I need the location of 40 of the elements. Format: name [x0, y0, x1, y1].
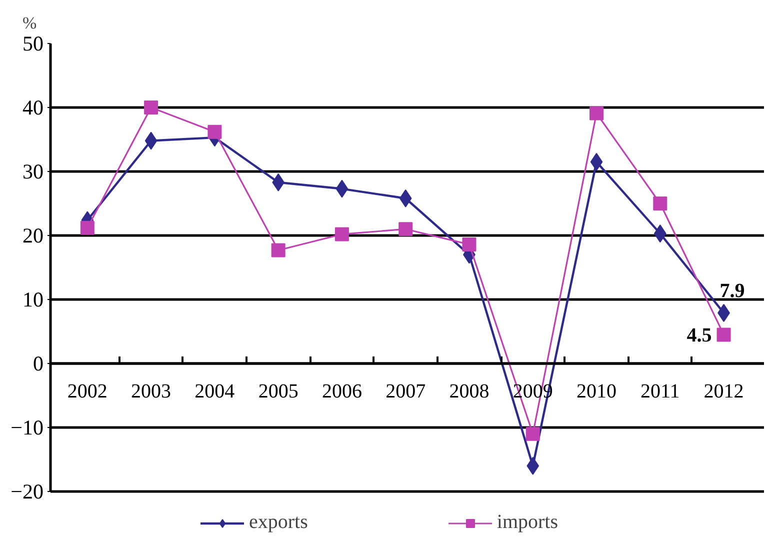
point	[526, 426, 540, 441]
point	[80, 220, 94, 235]
x-tick-label: 2008	[449, 380, 490, 402]
y-tick-label: 10	[22, 288, 44, 312]
y-tick-label: 40	[22, 96, 44, 120]
y-tick-label: −10	[10, 416, 44, 440]
point	[716, 328, 731, 342]
point	[208, 124, 222, 139]
data-label: 7.9	[720, 280, 745, 302]
point	[334, 227, 349, 242]
data-label: 4.5	[686, 324, 712, 347]
point	[336, 180, 348, 198]
point	[144, 132, 158, 150]
x-tick-label: 2004	[194, 380, 235, 402]
x-tick-label: 2010	[576, 380, 616, 402]
point	[398, 222, 413, 236]
point	[399, 189, 412, 208]
y-tick-label: 50	[22, 32, 44, 56]
x-tick-label: 2002	[67, 380, 108, 402]
legend-label: imports	[496, 511, 558, 534]
y-axis-title: %	[22, 14, 37, 32]
point	[590, 106, 604, 120]
x-tick-label: 2007	[386, 380, 426, 402]
x-tick-label: 2006	[322, 380, 362, 402]
point	[271, 243, 286, 258]
x-tick-label: 2003	[131, 380, 172, 402]
point	[590, 152, 603, 171]
y-tick-label: −20	[10, 480, 44, 504]
y-tick-label: 0	[33, 352, 44, 376]
x-tick-label: 2011	[640, 380, 680, 402]
point	[462, 237, 476, 252]
x-tick-label: 2012	[704, 380, 744, 402]
point	[654, 224, 666, 243]
legend-label: exports	[249, 511, 308, 534]
point	[144, 100, 158, 114]
y-tick-label: 20	[22, 224, 44, 248]
y-tick-label: 30	[22, 160, 44, 184]
point	[653, 196, 668, 210]
point	[526, 456, 540, 475]
x-tick-label: 2005	[258, 380, 298, 402]
